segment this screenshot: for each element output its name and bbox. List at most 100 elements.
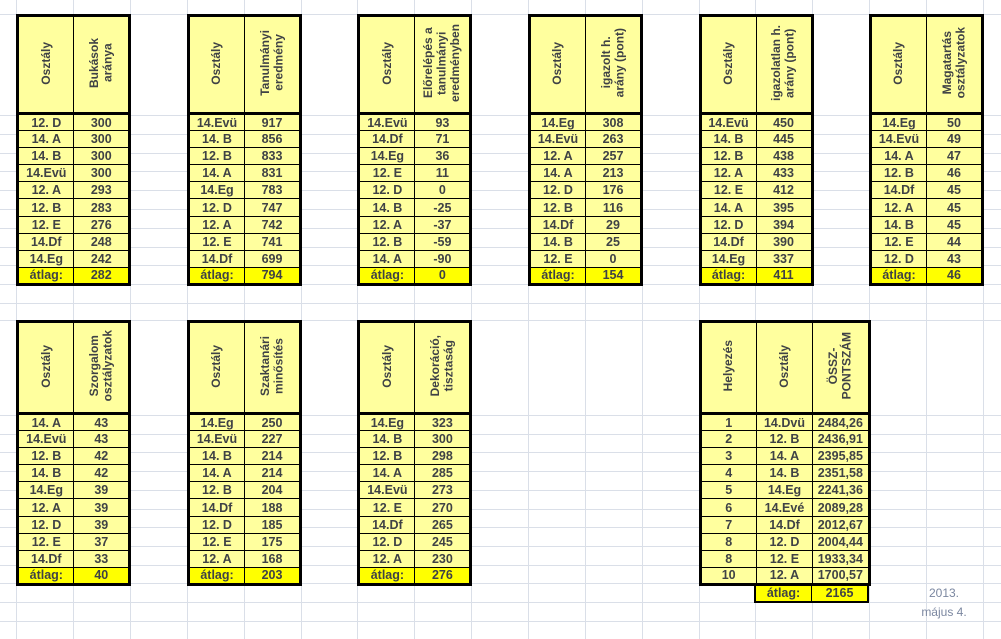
value-cell[interactable]: 8 (699, 549, 757, 568)
atlag-label-cell[interactable]: átlag: (358, 266, 416, 285)
class-label-cell[interactable]: 14. B (358, 430, 416, 449)
atlag-label-cell[interactable]: átlag: (358, 566, 416, 585)
value-cell[interactable]: 2351,58 (812, 464, 870, 483)
class-label-cell[interactable]: 12. D (358, 532, 416, 551)
value-cell[interactable]: 2 (699, 430, 757, 449)
class-label-cell[interactable]: 14. B (699, 130, 757, 149)
class-label-cell[interactable]: 14. B (17, 464, 75, 483)
value-cell[interactable]: 14.Df (755, 515, 814, 534)
column-header[interactable]: Tanulmányi eredmény (244, 15, 301, 115)
atlag-label-cell[interactable]: átlag: (17, 566, 75, 585)
class-label-cell[interactable]: 14. A (188, 164, 245, 183)
class-label-cell[interactable]: 14.Eg (358, 147, 416, 166)
column-header[interactable]: Osztály (529, 15, 586, 115)
value-cell[interactable]: 300 (73, 112, 131, 132)
value-cell[interactable]: 45 (926, 181, 983, 200)
value-cell[interactable]: 39 (73, 515, 131, 534)
class-label-cell[interactable]: 14. B (529, 232, 586, 251)
value-cell[interactable]: 257 (585, 147, 642, 166)
class-label-cell[interactable]: 14. B (17, 147, 75, 166)
atlag-label-cell[interactable]: átlag: (188, 266, 245, 285)
value-cell[interactable]: 445 (755, 130, 813, 149)
value-cell[interactable]: 242 (73, 249, 131, 268)
class-label-cell[interactable]: 12. B (529, 198, 586, 217)
class-label-cell[interactable]: 14.Evü (358, 481, 416, 500)
value-cell[interactable]: 285 (414, 464, 472, 483)
value-cell[interactable]: 47 (926, 147, 983, 166)
value-cell[interactable]: 36 (414, 147, 472, 166)
class-label-cell[interactable]: 12. D (870, 249, 927, 268)
value-cell[interactable]: 265 (414, 515, 472, 534)
value-cell[interactable]: 43 (73, 430, 131, 449)
column-header[interactable]: Osztály (188, 15, 245, 115)
class-label-cell[interactable]: 14. A (358, 464, 416, 483)
class-label-cell[interactable]: 14.Eg (17, 249, 75, 268)
value-cell[interactable]: 12. B (755, 430, 814, 449)
value-cell[interactable]: 14. B (755, 464, 814, 483)
column-header[interactable]: Osztály (755, 321, 814, 415)
atlag-value-cell[interactable]: 794 (244, 266, 301, 285)
value-cell[interactable]: 42 (73, 447, 131, 466)
class-label-cell[interactable]: 12. A (529, 147, 586, 166)
value-cell[interactable]: 10 (699, 566, 757, 585)
value-cell[interactable]: 699 (244, 249, 301, 268)
class-label-cell[interactable]: 12. D (529, 181, 586, 200)
value-cell[interactable]: 46 (926, 164, 983, 183)
atlag-label-cell[interactable]: átlag: (529, 266, 586, 285)
class-label-cell[interactable]: 12. D (699, 215, 757, 234)
atlag-label-cell[interactable]: átlag: (754, 584, 812, 603)
value-cell[interactable]: 45 (926, 198, 983, 217)
value-cell[interactable]: 175 (244, 532, 301, 551)
value-cell[interactable]: 168 (244, 549, 301, 568)
class-label-cell[interactable]: 14. A (17, 412, 75, 432)
value-cell[interactable]: 42 (73, 464, 131, 483)
column-header[interactable]: Osztály (188, 321, 245, 415)
class-label-cell[interactable]: 14.Evü (529, 130, 586, 149)
class-label-cell[interactable]: 12. B (17, 447, 75, 466)
class-label-cell[interactable]: 12. A (358, 215, 416, 234)
value-cell[interactable]: 438 (755, 147, 813, 166)
value-cell[interactable]: 394 (755, 215, 813, 234)
value-cell[interactable]: 1 (699, 412, 757, 432)
value-cell[interactable]: -59 (414, 232, 472, 251)
value-cell[interactable]: 450 (755, 112, 813, 132)
class-label-cell[interactable]: 14.Eg (358, 412, 416, 432)
value-cell[interactable]: 742 (244, 215, 301, 234)
value-cell[interactable]: 412 (755, 181, 813, 200)
value-cell[interactable]: -90 (414, 249, 472, 268)
value-cell[interactable]: 250 (244, 412, 301, 432)
value-cell[interactable]: 33 (73, 549, 131, 568)
class-label-cell[interactable]: 14. B (188, 447, 245, 466)
class-label-cell[interactable]: 14. A (870, 147, 927, 166)
class-label-cell[interactable]: 14.Eg (188, 181, 245, 200)
value-cell[interactable]: 39 (73, 498, 131, 517)
class-label-cell[interactable]: 14. B (188, 130, 245, 149)
class-label-cell[interactable]: 12. A (188, 215, 245, 234)
value-cell[interactable]: 293 (73, 181, 131, 200)
value-cell[interactable]: 43 (926, 249, 983, 268)
atlag-value-cell[interactable]: 46 (926, 266, 983, 285)
value-cell[interactable]: 323 (414, 412, 472, 432)
class-label-cell[interactable]: 12. B (699, 147, 757, 166)
class-label-cell[interactable]: 12. E (188, 232, 245, 251)
class-label-cell[interactable]: 14.Evü (870, 130, 927, 149)
column-header[interactable]: ÖSSZ- PONTSZÁM (812, 321, 870, 415)
column-header[interactable]: Bukások aránya (73, 15, 131, 115)
atlag-value-cell[interactable]: 276 (414, 566, 472, 585)
value-cell[interactable]: 93 (414, 112, 472, 132)
column-header[interactable]: Szaktanári minősítés (244, 321, 301, 415)
value-cell[interactable]: 71 (414, 130, 472, 149)
atlag-label-cell[interactable]: átlag: (17, 266, 75, 285)
value-cell[interactable]: 300 (414, 430, 472, 449)
atlag-value-cell[interactable]: 2165 (811, 584, 869, 603)
value-cell[interactable]: 308 (585, 112, 642, 132)
class-label-cell[interactable]: 14.Eg (699, 249, 757, 268)
class-label-cell[interactable]: 14.Evü (17, 430, 75, 449)
value-cell[interactable]: 747 (244, 198, 301, 217)
column-header[interactable]: Magatartás osztályzatok (926, 15, 983, 115)
class-label-cell[interactable]: 14. B (358, 198, 416, 217)
class-label-cell[interactable]: 14. A (17, 130, 75, 149)
value-cell[interactable]: 2089,28 (812, 498, 870, 517)
class-label-cell[interactable]: 14. A (699, 198, 757, 217)
class-label-cell[interactable]: 12. B (188, 481, 245, 500)
